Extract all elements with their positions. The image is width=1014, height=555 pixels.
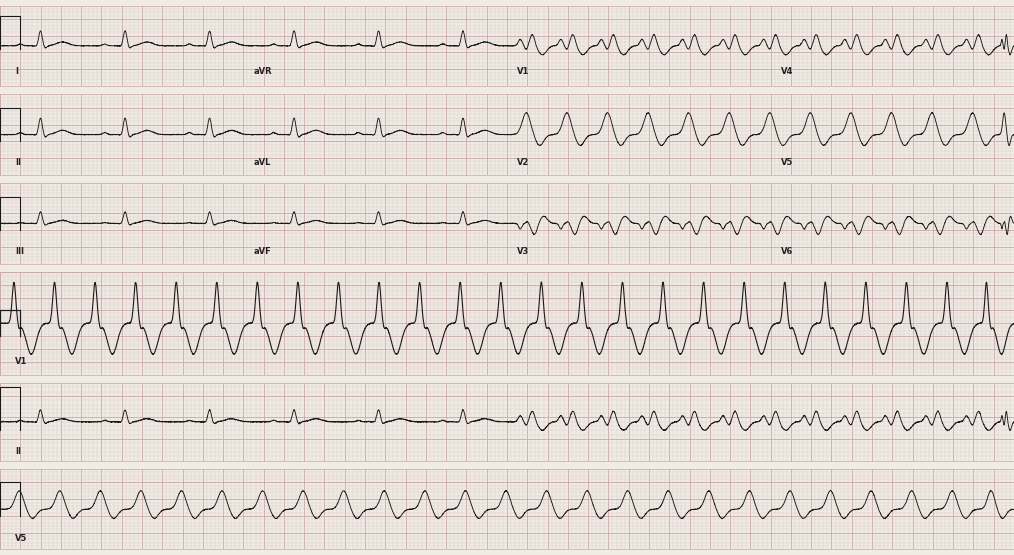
Text: V3: V3 bbox=[517, 246, 529, 255]
Text: V5: V5 bbox=[15, 534, 27, 543]
Text: II: II bbox=[15, 158, 21, 166]
Text: aVR: aVR bbox=[254, 67, 272, 76]
Text: aVL: aVL bbox=[254, 158, 271, 166]
Text: III: III bbox=[15, 246, 24, 255]
Text: II: II bbox=[15, 447, 21, 456]
Text: aVF: aVF bbox=[254, 246, 272, 255]
Text: V6: V6 bbox=[781, 246, 793, 255]
Text: V1: V1 bbox=[517, 67, 529, 76]
Text: V5: V5 bbox=[781, 158, 793, 166]
Text: V4: V4 bbox=[781, 67, 793, 76]
Text: V2: V2 bbox=[517, 158, 529, 166]
Text: V1: V1 bbox=[15, 357, 27, 366]
Text: I: I bbox=[15, 67, 18, 76]
